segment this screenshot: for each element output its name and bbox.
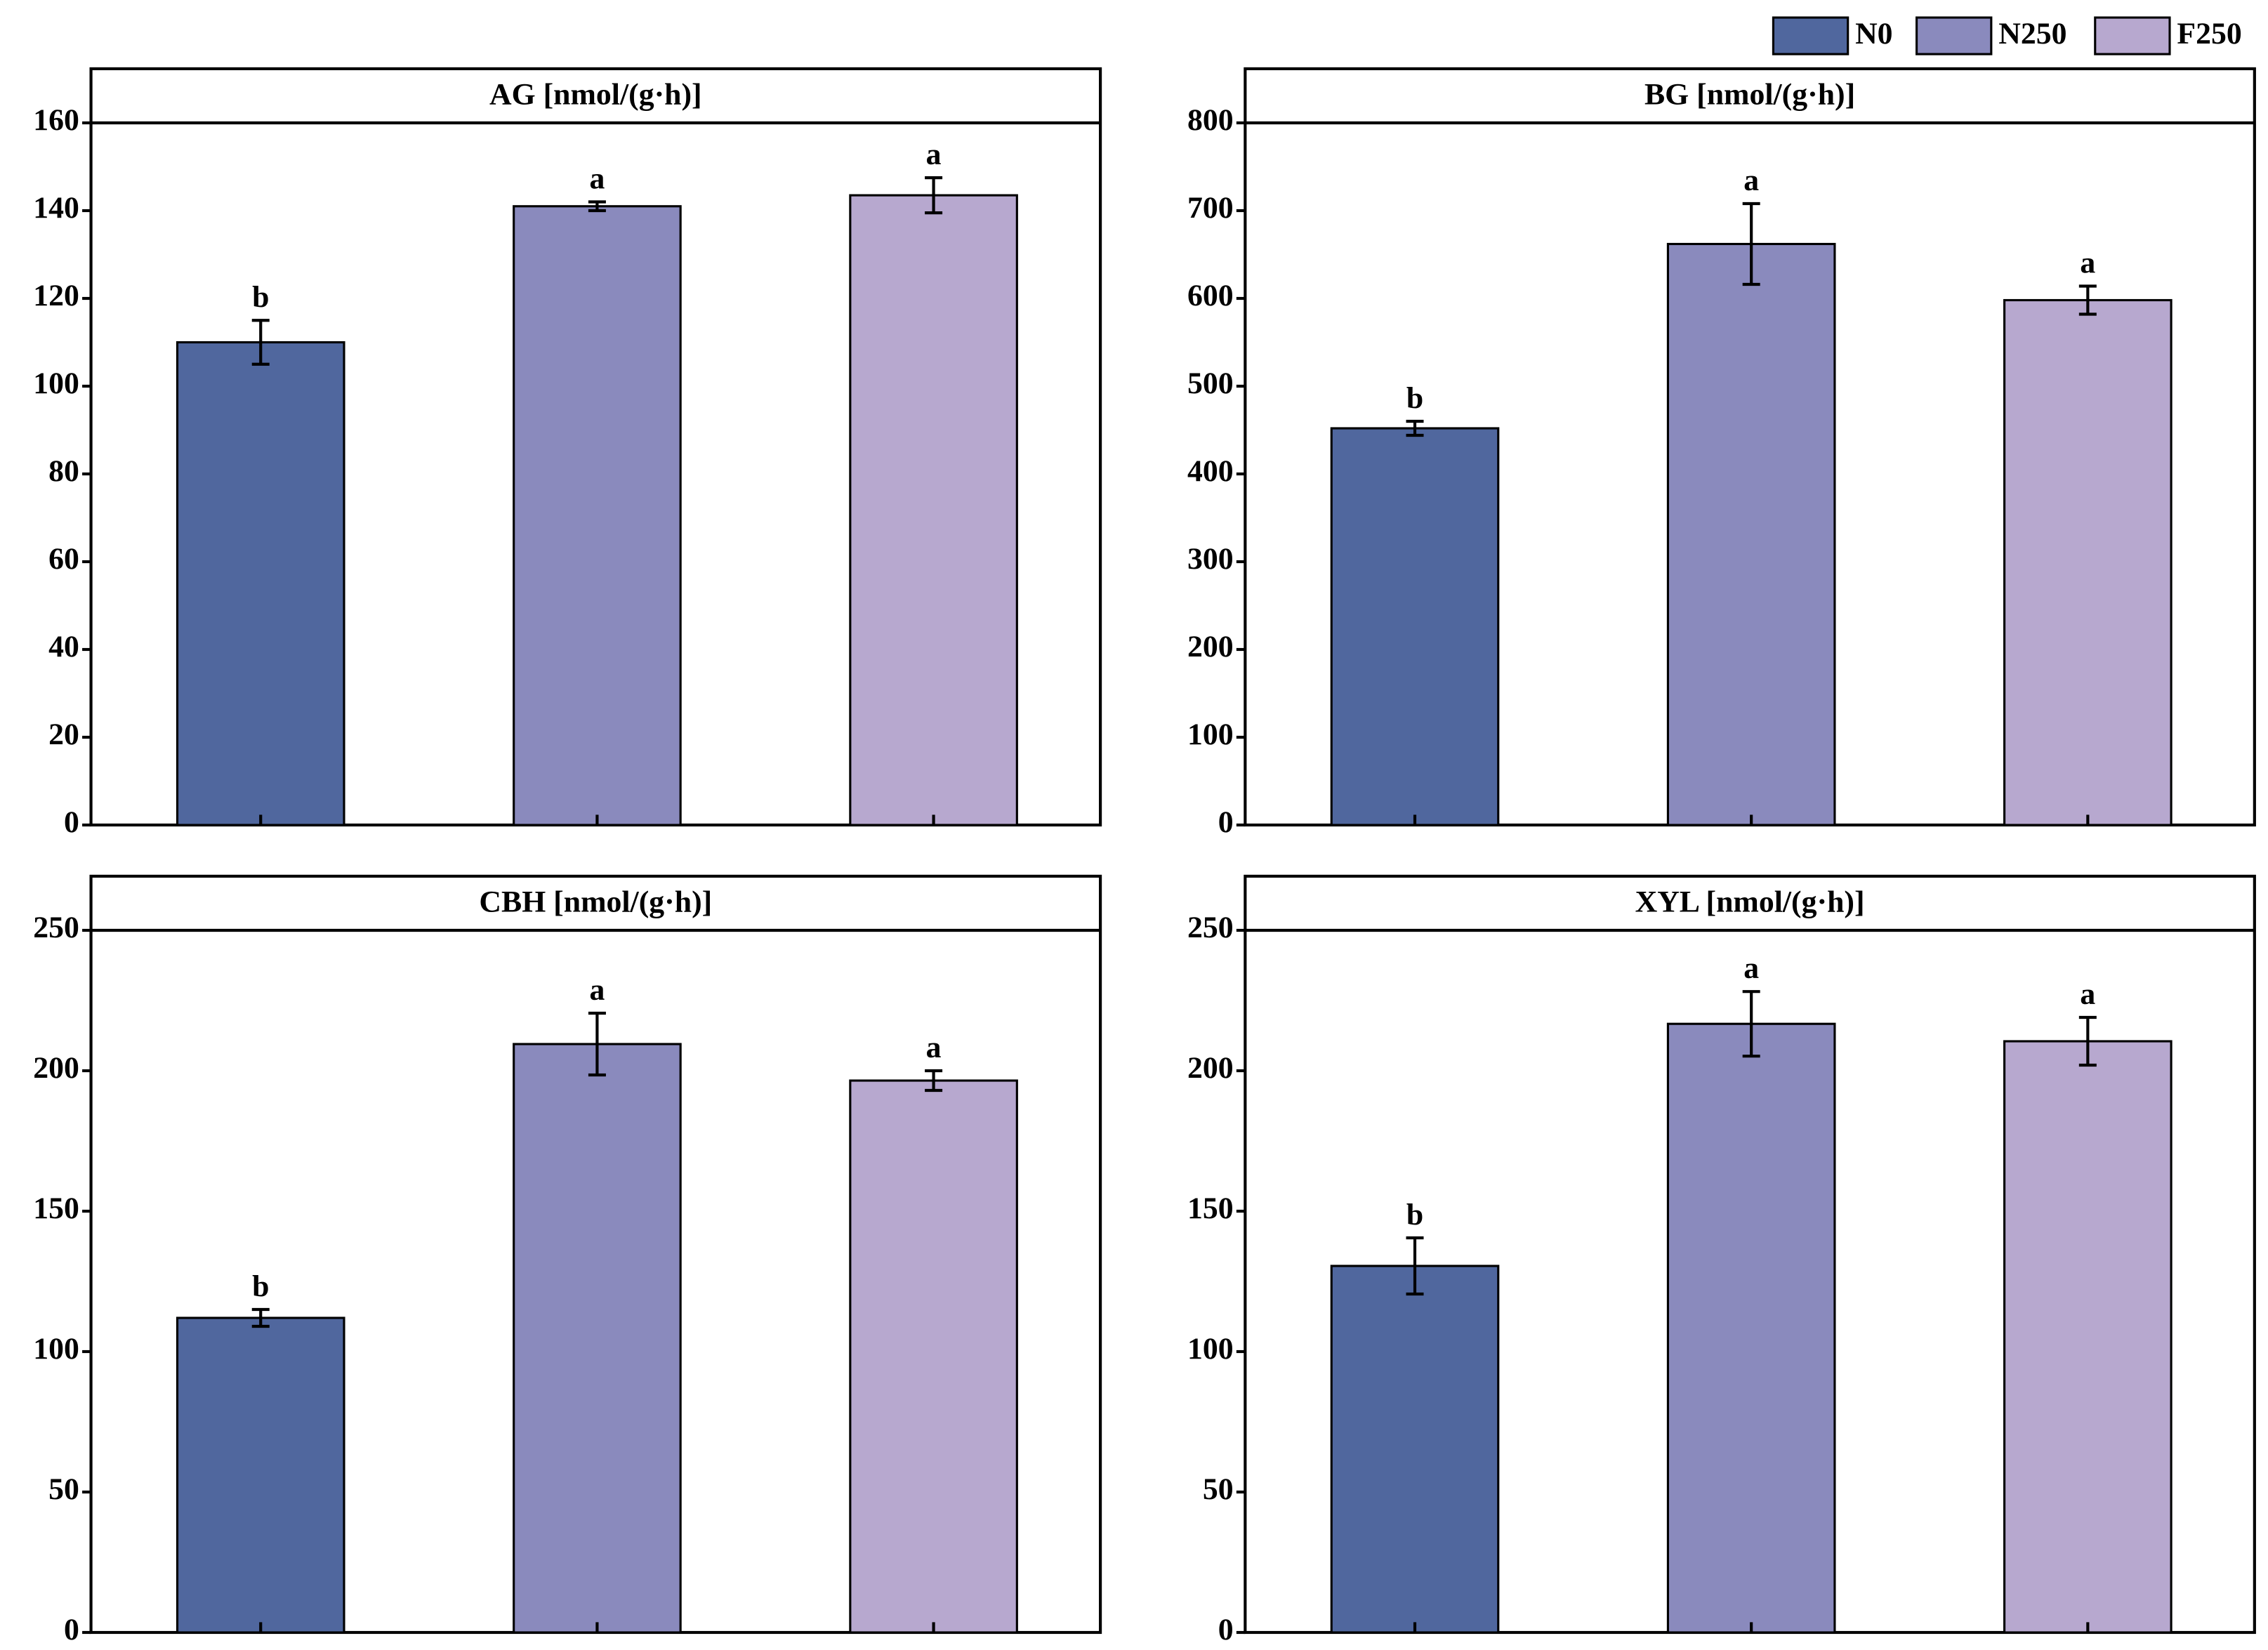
significance-label: a: [1743, 951, 1759, 985]
y-tick-label: 250: [1187, 911, 1234, 944]
y-tick-label: 100: [1187, 718, 1234, 751]
bar: [849, 1079, 1018, 1634]
panel-title: AG [nmol/(g·h)]: [489, 78, 702, 112]
panel-title: CBH [nmol/(g·h)]: [479, 885, 712, 919]
legend-label: N250: [1998, 17, 2066, 51]
bar: [2003, 1040, 2173, 1634]
bar: [1330, 1265, 1500, 1634]
significance-label: a: [1743, 164, 1759, 197]
bar: [2003, 298, 2173, 826]
y-tick-label: 0: [1218, 1613, 1234, 1646]
y-tick-label: 60: [48, 542, 79, 576]
y-tick-label: 100: [33, 1332, 79, 1366]
bar: [513, 1043, 682, 1634]
legend-swatch: [2094, 16, 2171, 55]
y-tick-label: 700: [1187, 191, 1234, 225]
significance-label: b: [1406, 1198, 1423, 1232]
panel-title: BG [nmol/(g·h)]: [1644, 78, 1855, 112]
bar: [176, 1316, 345, 1634]
significance-label: a: [589, 161, 605, 195]
y-tick-label: 100: [33, 367, 79, 400]
legend-swatch: [1772, 16, 1850, 55]
legend-swatch: [1916, 16, 1993, 55]
bar: [1666, 242, 1836, 826]
bar: [1330, 427, 1500, 826]
y-tick-label: 50: [48, 1472, 79, 1506]
y-tick-label: 250: [33, 911, 79, 944]
y-tick-label: 200: [33, 1051, 79, 1085]
y-tick-label: 160: [33, 103, 79, 137]
bar: [849, 194, 1018, 826]
y-tick-label: 400: [1187, 454, 1234, 488]
significance-label: b: [1406, 381, 1423, 415]
y-tick-label: 80: [48, 454, 79, 488]
bar: [176, 341, 345, 826]
y-tick-label: 150: [33, 1192, 79, 1225]
significance-label: a: [589, 973, 605, 1007]
y-tick-label: 140: [33, 191, 79, 225]
bar: [1666, 1022, 1836, 1634]
y-tick-label: 20: [48, 718, 79, 751]
y-tick-label: 150: [1187, 1192, 1234, 1225]
y-tick-label: 500: [1187, 367, 1234, 400]
significance-label: a: [2080, 977, 2095, 1011]
y-tick-label: 600: [1187, 279, 1234, 312]
y-tick-label: 200: [1187, 1051, 1234, 1085]
y-tick-label: 0: [64, 805, 79, 839]
y-tick-label: 0: [64, 1613, 79, 1646]
y-tick-label: 40: [48, 630, 79, 664]
significance-label: b: [252, 280, 269, 314]
bar: [513, 205, 682, 826]
legend-label: N0: [1855, 17, 1892, 51]
panel-title: XYL [nmol/(g·h)]: [1635, 885, 1865, 919]
significance-label: a: [926, 138, 942, 171]
y-tick-label: 0: [1218, 805, 1234, 839]
y-tick-label: 120: [33, 279, 79, 312]
significance-label: a: [2080, 246, 2095, 279]
y-tick-label: 100: [1187, 1332, 1234, 1366]
y-tick-label: 300: [1187, 542, 1234, 576]
y-tick-label: 200: [1187, 630, 1234, 664]
y-tick-label: 50: [1203, 1472, 1234, 1506]
y-tick-label: 800: [1187, 103, 1234, 137]
significance-label: a: [926, 1031, 942, 1064]
significance-label: b: [252, 1269, 269, 1303]
legend-label: F250: [2177, 17, 2241, 51]
